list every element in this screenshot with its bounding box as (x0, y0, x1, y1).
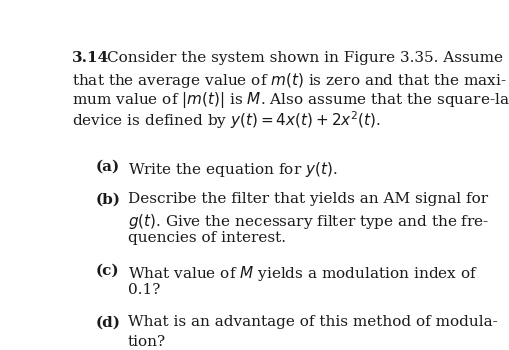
Text: What value of $M$ yields a modulation index of: What value of $M$ yields a modulation in… (128, 264, 478, 282)
Text: (d): (d) (96, 315, 121, 329)
Text: that the average value of $m(t)$ is zero and that the maxi-: that the average value of $m(t)$ is zero… (72, 71, 507, 90)
Text: (b): (b) (96, 193, 121, 206)
Text: device is defined by $y(t) = 4x(t) + 2x^2(t)$.: device is defined by $y(t) = 4x(t) + 2x^… (72, 110, 381, 131)
Text: (c): (c) (96, 264, 120, 278)
Text: Consider the system shown in Figure 3.35. Assume: Consider the system shown in Figure 3.35… (107, 51, 503, 65)
Text: Describe the filter that yields an AM signal for: Describe the filter that yields an AM si… (128, 193, 488, 206)
Text: mum value of $|m(t)|$ is $M$. Also assume that the square-law: mum value of $|m(t)|$ is $M$. Also assum… (72, 90, 509, 110)
Text: (a): (a) (96, 160, 120, 174)
Text: Write the equation for $y(t)$.: Write the equation for $y(t)$. (128, 160, 337, 179)
Text: tion?: tion? (128, 335, 166, 349)
Text: $g(t)$. Give the necessary filter type and the fre-: $g(t)$. Give the necessary filter type a… (128, 212, 489, 231)
Text: 0.1?: 0.1? (128, 283, 160, 297)
Text: What is an advantage of this method of modula-: What is an advantage of this method of m… (128, 315, 498, 329)
Text: quencies of interest.: quencies of interest. (128, 231, 286, 245)
Text: 3.14: 3.14 (72, 51, 109, 65)
